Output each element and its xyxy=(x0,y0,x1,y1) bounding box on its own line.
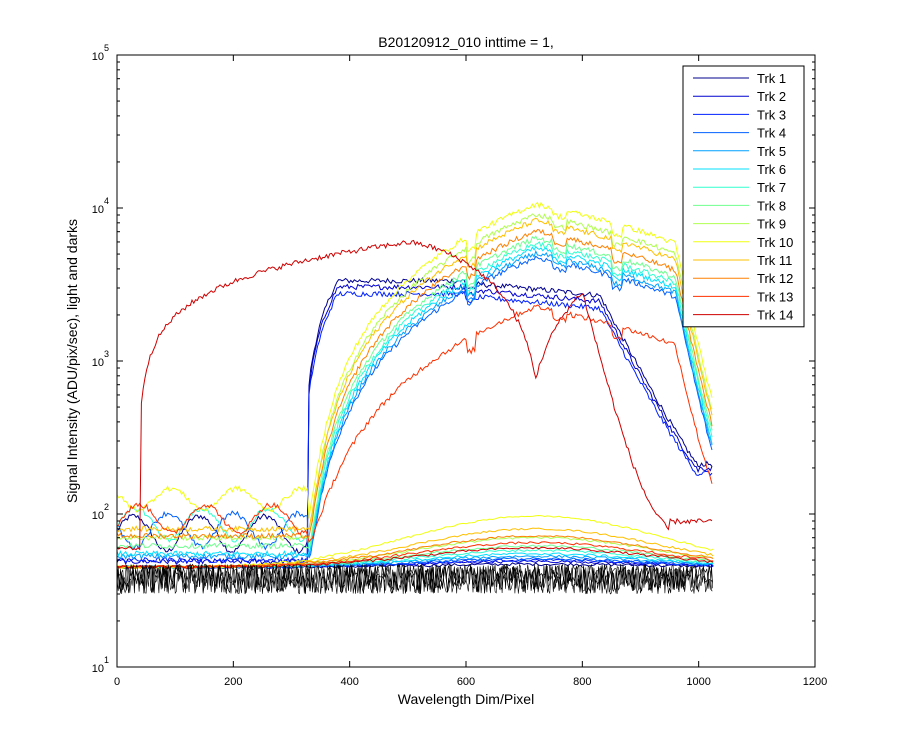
series-line-trk-12 xyxy=(116,228,713,540)
series-line-trk-3 xyxy=(116,290,713,564)
legend-label: Trk 4 xyxy=(757,126,786,141)
x-tick-label: 0 xyxy=(114,676,120,688)
legend-label: Trk 2 xyxy=(757,89,786,104)
legend-label: Trk 10 xyxy=(757,235,793,250)
series-line-trk-14 xyxy=(116,239,713,551)
series-line-trk-5 xyxy=(116,249,713,561)
x-tick-label: 600 xyxy=(457,676,475,688)
series-line-trk-13 xyxy=(116,304,713,544)
legend-label: Trk 14 xyxy=(757,308,793,323)
legend-label: Trk 7 xyxy=(757,180,786,195)
legend-label: Trk 6 xyxy=(757,162,786,177)
series-line-trk-8 xyxy=(116,235,713,550)
series-baseline-trk-14 xyxy=(116,546,714,569)
legend-label: Trk 3 xyxy=(757,107,786,122)
y-tick-label: 101 xyxy=(92,655,109,675)
series-line-trk-7 xyxy=(116,240,713,550)
legend: Trk 1 Trk 2 Trk 3 Trk 4 Trk 5 Trk 6 Trk 7 Trk 8… xyxy=(682,65,805,328)
series-line-trk-9 xyxy=(116,213,713,542)
dark-frame-line xyxy=(116,563,713,595)
x-tick-label: 400 xyxy=(340,676,358,688)
legend-box xyxy=(682,65,805,328)
x-tick-label: 200 xyxy=(224,676,242,688)
chart-title: B20120912_010 inttime = 1, xyxy=(378,34,554,50)
y-tick-label: 104 xyxy=(92,196,109,216)
legend-label: Trk 1 xyxy=(757,71,786,86)
series-line-trk-11 xyxy=(116,217,713,533)
y-axis-label: Signal Intensity (ADU/pix/sec), light an… xyxy=(64,219,80,503)
series-line-trk-1 xyxy=(116,277,713,555)
x-tick-label: 800 xyxy=(573,676,591,688)
y-tick-label: 102 xyxy=(92,502,109,522)
x-tick-label: 1000 xyxy=(686,676,710,688)
series-line-trk-4 xyxy=(117,255,713,559)
x-tick-label: 1200 xyxy=(803,676,827,688)
series-line-trk-6 xyxy=(116,245,713,558)
legend-label: Trk 9 xyxy=(757,217,786,232)
y-tick-label: 105 xyxy=(92,43,109,63)
y-tick-label: 103 xyxy=(92,349,109,369)
series-line-trk-10 xyxy=(116,201,713,519)
series-baseline-trk-12 xyxy=(116,535,714,569)
dark-frame-line xyxy=(116,563,713,595)
legend-label: Trk 13 xyxy=(757,289,793,304)
legend-label: Trk 11 xyxy=(757,253,792,268)
series-layer xyxy=(116,201,714,595)
tick-layer: 0 200 400 600 800 1000 1200 101 102 103 104 105 xyxy=(92,43,828,688)
legend-label: Trk 8 xyxy=(757,198,786,213)
series-line-trk-2 xyxy=(116,283,713,566)
legend-label: Trk 12 xyxy=(757,271,793,286)
legend-label: Trk 5 xyxy=(757,144,786,159)
x-axis-label: Wavelength Dim/Pixel xyxy=(398,691,534,707)
